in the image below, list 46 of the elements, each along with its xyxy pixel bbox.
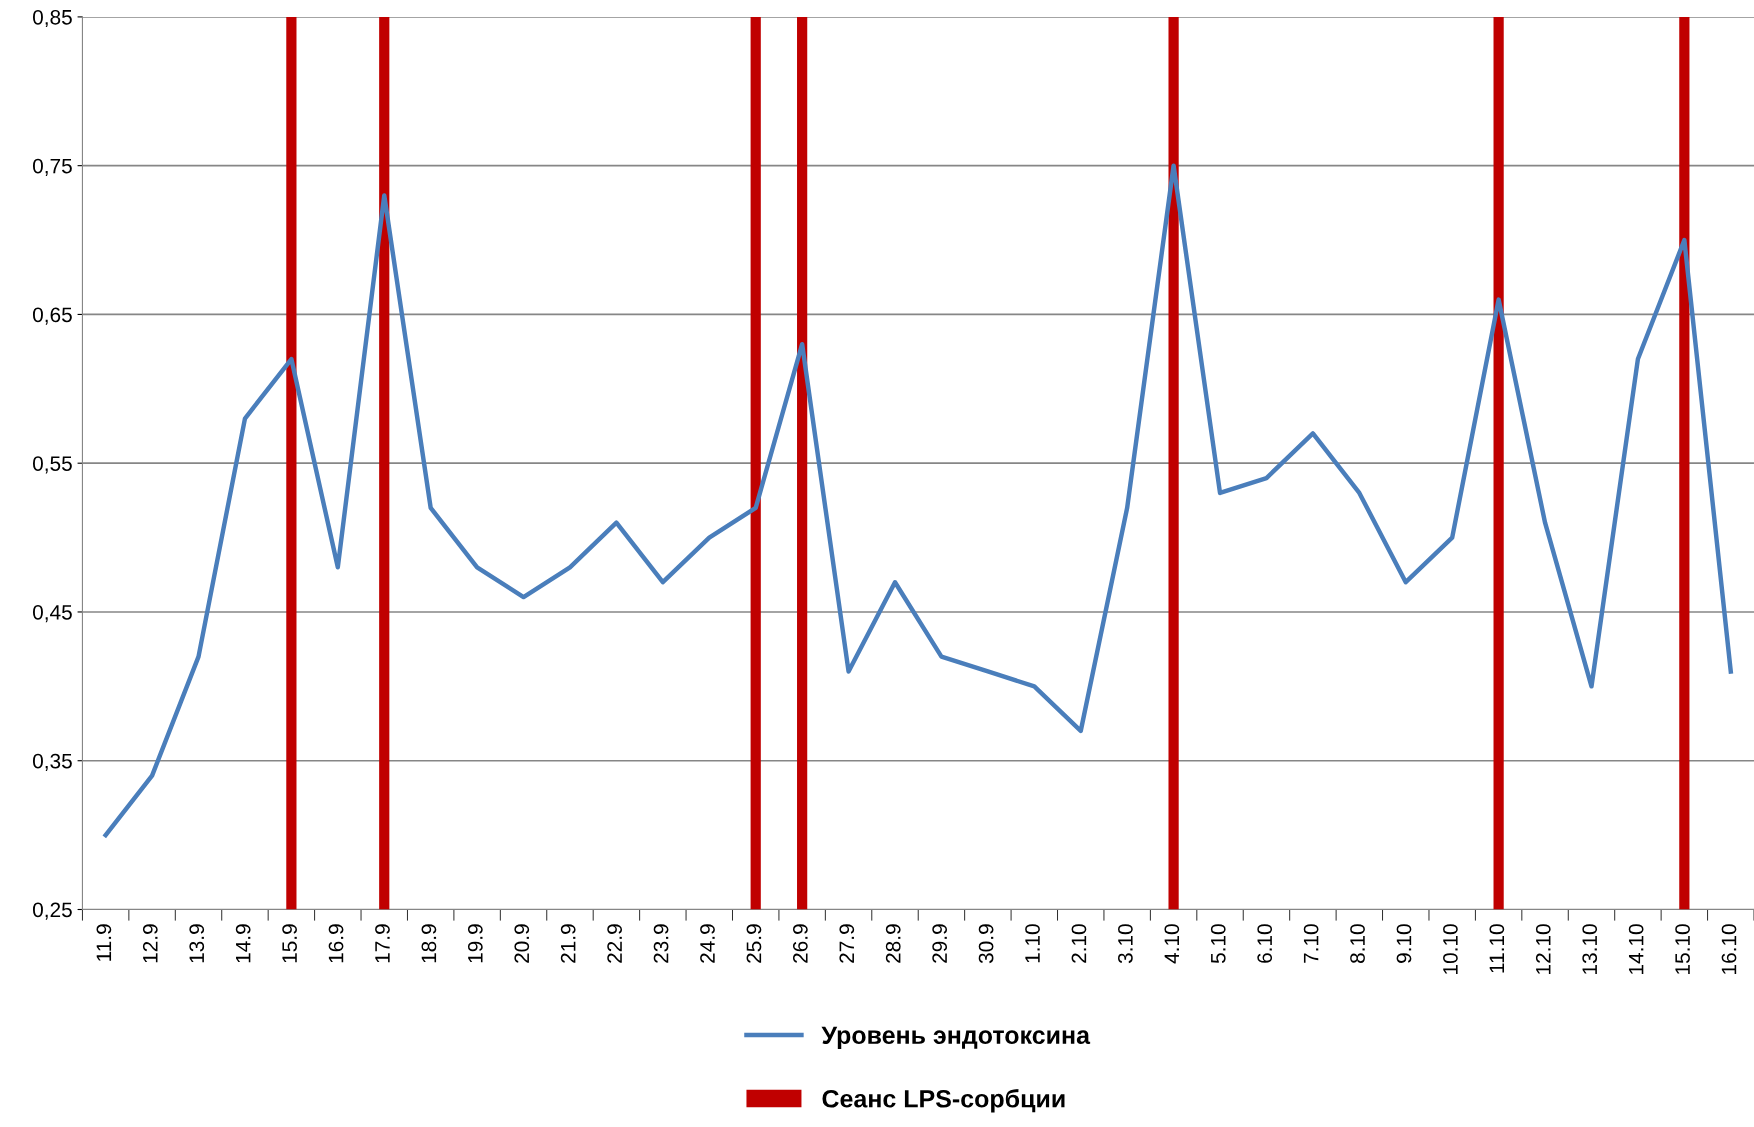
- y-tick-label: 0,45: [32, 604, 72, 623]
- y-tick-label: 0,25: [32, 902, 72, 920]
- x-tick-label: 30.9: [978, 924, 994, 964]
- y-tick-label: 0,75: [32, 158, 72, 176]
- x-tick-label: 8.10: [1350, 924, 1365, 964]
- x-tick-label: 15.10: [1675, 924, 1690, 974]
- x-tick-label: 11.9: [96, 924, 112, 961]
- x-tick-label: 3.10: [1118, 924, 1133, 964]
- x-tick-label: 25.9: [746, 924, 762, 963]
- x-tick-label: 22.9: [607, 924, 622, 963]
- legend-label: Уровень эндотоксина: [821, 1026, 1091, 1050]
- x-tick-label: 2.10: [1071, 924, 1087, 963]
- x-tick-label: 14.10: [1628, 924, 1644, 974]
- x-tick-label: 12.9: [142, 924, 158, 963]
- line-series: [103, 163, 1733, 838]
- x-tick-label: 27.9: [839, 924, 855, 963]
- x-tick-label: 21.9: [560, 924, 576, 963]
- x-tick-label: 13.10: [1582, 924, 1598, 974]
- x-tick-label: 16.9: [328, 924, 344, 963]
- x-tick-label: 28.9: [885, 924, 901, 963]
- y-tick-label: 0,55: [32, 456, 72, 474]
- x-tick-label: 24.9: [700, 924, 715, 963]
- x-tick-label: 20.9: [514, 924, 530, 963]
- y-tick-label: 0,35: [32, 753, 72, 771]
- x-tick-label: 4.10: [1164, 924, 1180, 964]
- x-tick-label: 11.10: [1489, 924, 1505, 973]
- x-tick-label: 12.10: [1535, 924, 1551, 974]
- y-tick-label: 0,85: [32, 9, 72, 28]
- x-tick-label: 26.9: [792, 924, 808, 963]
- legend-label: Сеанс LPS-сорбции: [822, 1089, 1065, 1113]
- y-tick-label: 0,65: [32, 307, 72, 325]
- x-tick-label: 23.9: [653, 924, 669, 963]
- x-tick-label: 6.10: [1257, 924, 1273, 963]
- x-tick-label: 5.10: [1210, 924, 1226, 964]
- x-tick-label: 19.9: [467, 924, 483, 963]
- x-tick-label: 10.10: [1443, 924, 1458, 974]
- x-tick-label: 7.10: [1303, 924, 1319, 963]
- x-tick-label: 16.10: [1721, 924, 1737, 974]
- x-tick-label: 13.9: [189, 924, 205, 963]
- x-tick-label: 29.9: [932, 924, 948, 963]
- x-tick-label: 9.10: [1396, 924, 1412, 963]
- x-tick-label: 17.9: [375, 924, 390, 963]
- x-tick-label: 14.9: [235, 924, 251, 963]
- x-tick-label: 1.10: [1025, 924, 1040, 963]
- x-tick-label: 18.9: [421, 924, 437, 963]
- x-tick-label: 15.9: [282, 924, 297, 963]
